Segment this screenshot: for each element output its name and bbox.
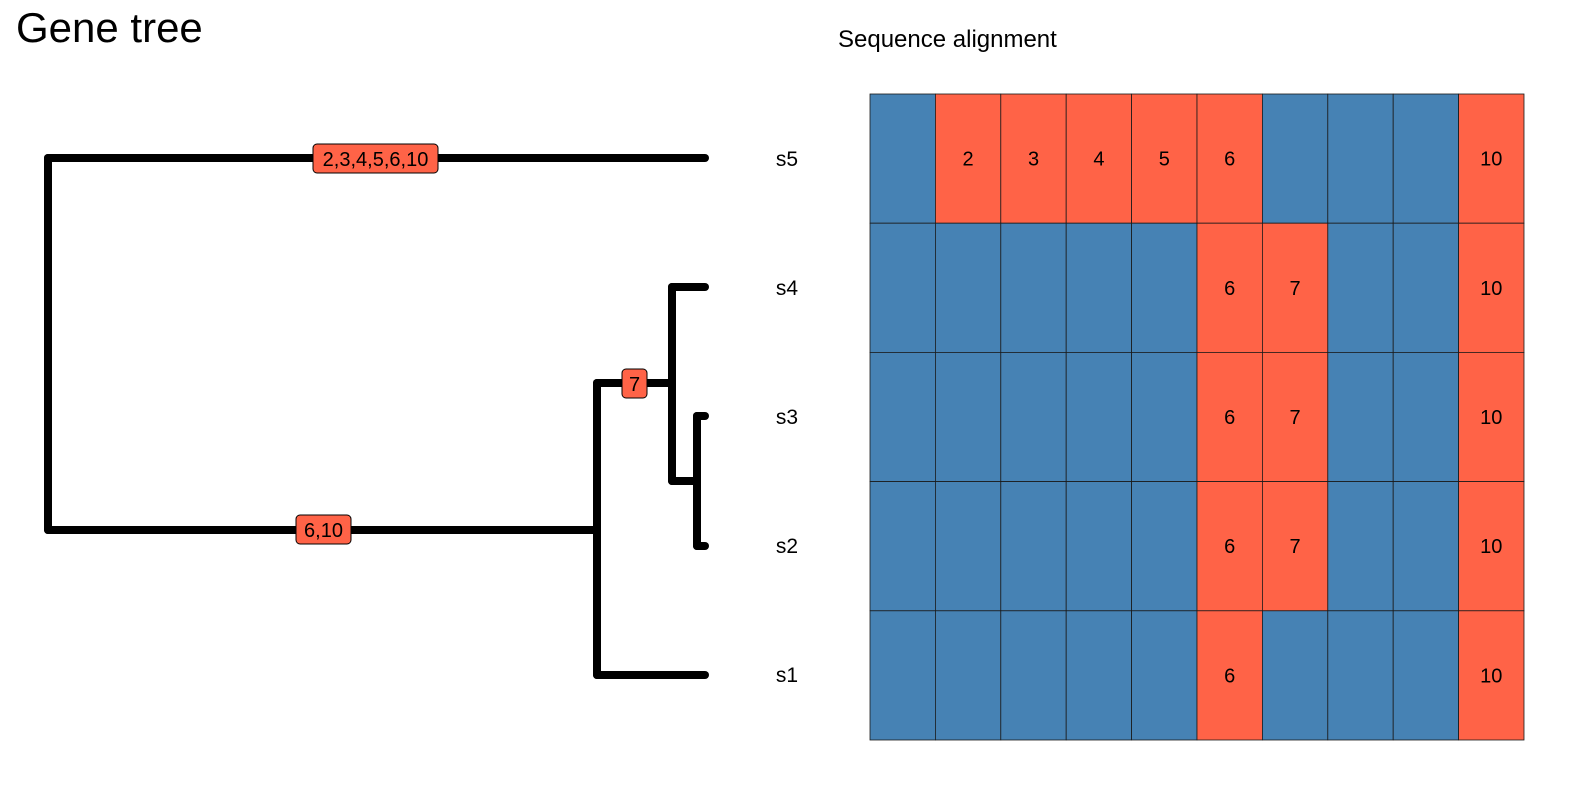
alignment-cell (1131, 93, 1198, 224)
alignment-cell (1458, 610, 1525, 741)
alignment-cell (1196, 351, 1263, 482)
alignment-cell (1065, 481, 1132, 612)
alignment-cell (1196, 610, 1263, 741)
alignment-cell-label: 6 (1224, 278, 1235, 300)
alignment-cell (869, 481, 936, 612)
alignment-cell-label: 6 (1224, 407, 1235, 429)
alignment-cell-label: 10 (1480, 407, 1502, 429)
alignment-cell-label: 6 (1224, 149, 1235, 171)
alignment-cell (1261, 93, 1329, 224)
alignment-cell (1392, 351, 1460, 482)
alignment-cell (1327, 222, 1394, 353)
alignment-cell (1000, 481, 1067, 612)
alignment-cell (1196, 481, 1263, 612)
svg-text:2,3,4,5,6,10: 2,3,4,5,6,10 (323, 149, 429, 171)
svg-text:7: 7 (629, 374, 640, 396)
alignment-cell (935, 93, 1002, 224)
alignment-cell-label: 7 (1290, 407, 1301, 429)
alignment-cell-label: 7 (1290, 278, 1301, 300)
alignment-cell (1196, 222, 1263, 353)
alignment-cell (1327, 481, 1394, 612)
alignment-cell (1458, 222, 1525, 353)
svg-text:6,10: 6,10 (304, 520, 343, 542)
tip-label: s4 (776, 277, 799, 300)
alignment-cell (1392, 93, 1460, 224)
alignment-cell (1065, 351, 1132, 482)
alignment-cell-label: 6 (1224, 536, 1235, 558)
tip-label: s5 (776, 148, 798, 171)
alignment-cell-label: 10 (1480, 536, 1502, 558)
alignment-cell-label: 3 (1028, 149, 1039, 171)
tip-label: s2 (776, 535, 798, 558)
alignment-cell (1131, 610, 1198, 741)
alignment-cell (1000, 351, 1067, 482)
alignment-cell (1000, 222, 1067, 353)
alignment-cell (1327, 93, 1394, 224)
alignment-cell-label: 4 (1093, 149, 1104, 171)
alignment-cell (935, 610, 1002, 741)
alignment-cell-label: 2 (963, 149, 974, 171)
alignment-cell-label: 5 (1159, 149, 1170, 171)
alignment-cell (935, 351, 1002, 482)
alignment-cell (1000, 93, 1067, 224)
alignment-title: Sequence alignment (838, 26, 1057, 53)
alignment-cell (869, 222, 936, 353)
alignment-cell (1327, 610, 1394, 741)
branch-label: 6,10 (295, 514, 352, 545)
alignment-cell (1458, 351, 1525, 482)
alignment-cell (1065, 610, 1132, 741)
sequence-alignment: 2 3 4 5 6 10 6 7 10 6 7 10 6 7 10 6 10 (869, 93, 1525, 741)
alignment-cell (1392, 610, 1460, 741)
alignment-cell (1065, 93, 1132, 224)
alignment-cell (1458, 481, 1525, 612)
alignment-cell (935, 222, 1002, 353)
gene-tree: 2,3,4,5,6,10 7 6,10 s5 s4 s3 s2 s1 (44, 143, 799, 687)
alignment-cell (935, 481, 1002, 612)
alignment-cell (1261, 610, 1329, 741)
alignment-cell (1000, 610, 1067, 741)
alignment-cell (869, 610, 936, 741)
tip-label: s1 (776, 664, 798, 687)
alignment-cell (1392, 481, 1460, 612)
branch-label: 7 (621, 368, 648, 399)
alignment-cell (1261, 222, 1329, 353)
alignment-cell-label: 10 (1480, 665, 1502, 687)
alignment-cell-label: 7 (1290, 536, 1301, 558)
alignment-cell (869, 351, 936, 482)
alignment-cell (1392, 222, 1460, 353)
alignment-cell (869, 93, 936, 224)
alignment-cell (1131, 222, 1198, 353)
alignment-cell (1458, 93, 1525, 224)
gene-tree-title: Gene tree (16, 4, 203, 51)
branch-label: 2,3,4,5,6,10 (312, 143, 439, 174)
alignment-cell (1131, 481, 1198, 612)
alignment-cell (1327, 351, 1394, 482)
alignment-cell-label: 6 (1224, 665, 1235, 687)
alignment-cell (1131, 351, 1198, 482)
alignment-cell-label: 10 (1480, 278, 1502, 300)
alignment-cell (1065, 222, 1132, 353)
alignment-cell (1261, 481, 1329, 612)
alignment-cell-label: 10 (1480, 149, 1502, 171)
alignment-cell (1261, 351, 1329, 482)
tip-label: s3 (776, 406, 798, 429)
